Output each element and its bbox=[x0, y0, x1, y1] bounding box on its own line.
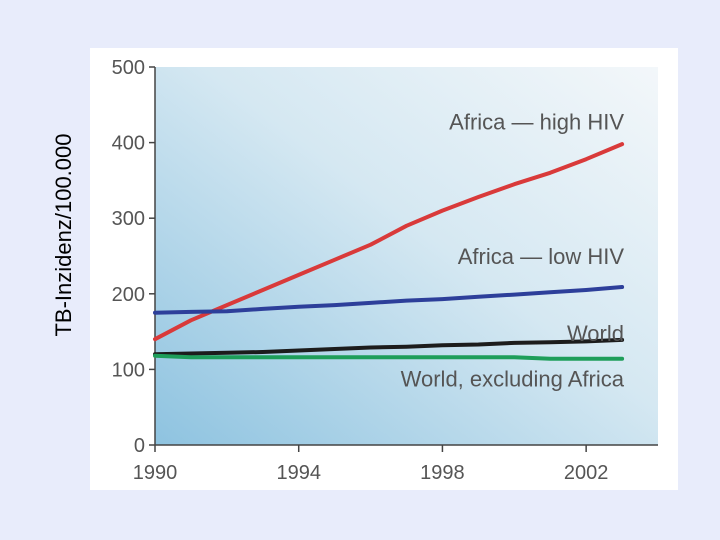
y-tick-label: 0 bbox=[134, 435, 145, 457]
y-tick-label: 400 bbox=[112, 133, 145, 155]
series-line-world bbox=[153, 337, 625, 357]
x-tick-label: 1998 bbox=[420, 462, 465, 484]
series-label: World bbox=[567, 321, 624, 346]
series-label: World, excluding Africa bbox=[401, 366, 625, 391]
series-line-africa-low-hiv bbox=[153, 285, 625, 315]
y-tick-label: 200 bbox=[112, 284, 145, 306]
x-tick-label: 2002 bbox=[564, 462, 609, 484]
series-label: Africa — low HIV bbox=[458, 244, 625, 269]
series-label: Africa — high HIV bbox=[449, 109, 624, 134]
x-tick-label: 1990 bbox=[133, 462, 178, 484]
x-tick-label: 1994 bbox=[276, 462, 321, 484]
y-tick-label: 300 bbox=[112, 208, 145, 230]
series-line-africa-high-hiv bbox=[153, 142, 625, 342]
y-tick-label: 500 bbox=[112, 57, 145, 79]
plot-area bbox=[155, 67, 658, 445]
series-line-world-excluding-africa bbox=[153, 353, 625, 361]
y-tick-label: 100 bbox=[112, 359, 145, 381]
